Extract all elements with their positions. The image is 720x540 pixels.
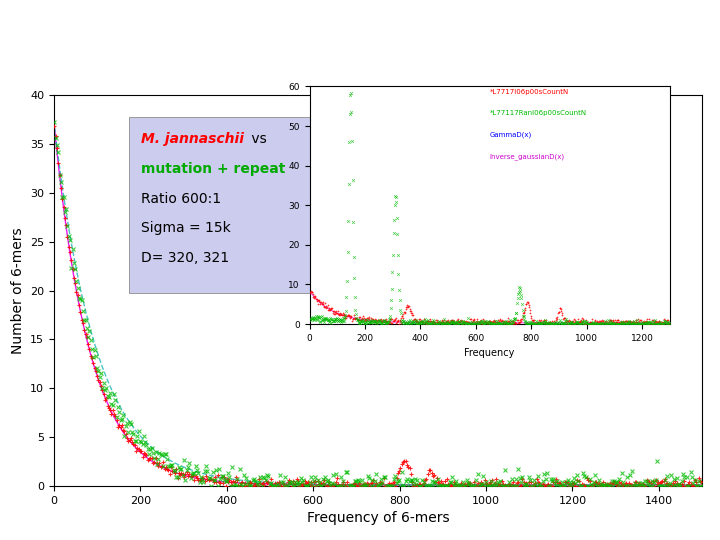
FancyBboxPatch shape <box>439 202 660 316</box>
Text: M. jannaschii: M. jannaschii <box>18 19 253 53</box>
X-axis label: Frequency of 6-mers: Frequency of 6-mers <box>307 511 449 525</box>
Text: *L7717l06p00sCountN: *L7717l06p00sCountN <box>490 89 569 95</box>
FancyBboxPatch shape <box>128 117 343 293</box>
Text: mutation + repeat: mutation + repeat <box>142 162 286 176</box>
Text: Inverse_gaussianD(x): Inverse_gaussianD(x) <box>490 153 564 160</box>
Text: random: random <box>452 250 513 264</box>
Text: M. jannaschii: M. jannaschii <box>452 220 556 234</box>
Text: D= 320, 265: D= 320, 265 <box>452 288 541 302</box>
Text: [at]/[cg]=70/30: [at]/[cg]=70/30 <box>317 19 599 53</box>
Text: *L77117Ranl06p00sCountN: *L77117Ranl06p00sCountN <box>490 110 587 116</box>
Text: vs: vs <box>558 220 578 234</box>
Text: Ratio 600:1: Ratio 600:1 <box>142 192 222 206</box>
Text: Sigma = 15k: Sigma = 15k <box>142 221 231 235</box>
Text: D= 320, 321: D= 320, 321 <box>142 251 230 265</box>
Text: M. jannaschii: M. jannaschii <box>142 132 245 146</box>
Text: vs: vs <box>247 132 267 146</box>
Y-axis label: Number of 6-mers: Number of 6-mers <box>11 227 24 354</box>
Text: GammaD(x): GammaD(x) <box>490 132 532 138</box>
X-axis label: Frequency: Frequency <box>464 348 515 358</box>
